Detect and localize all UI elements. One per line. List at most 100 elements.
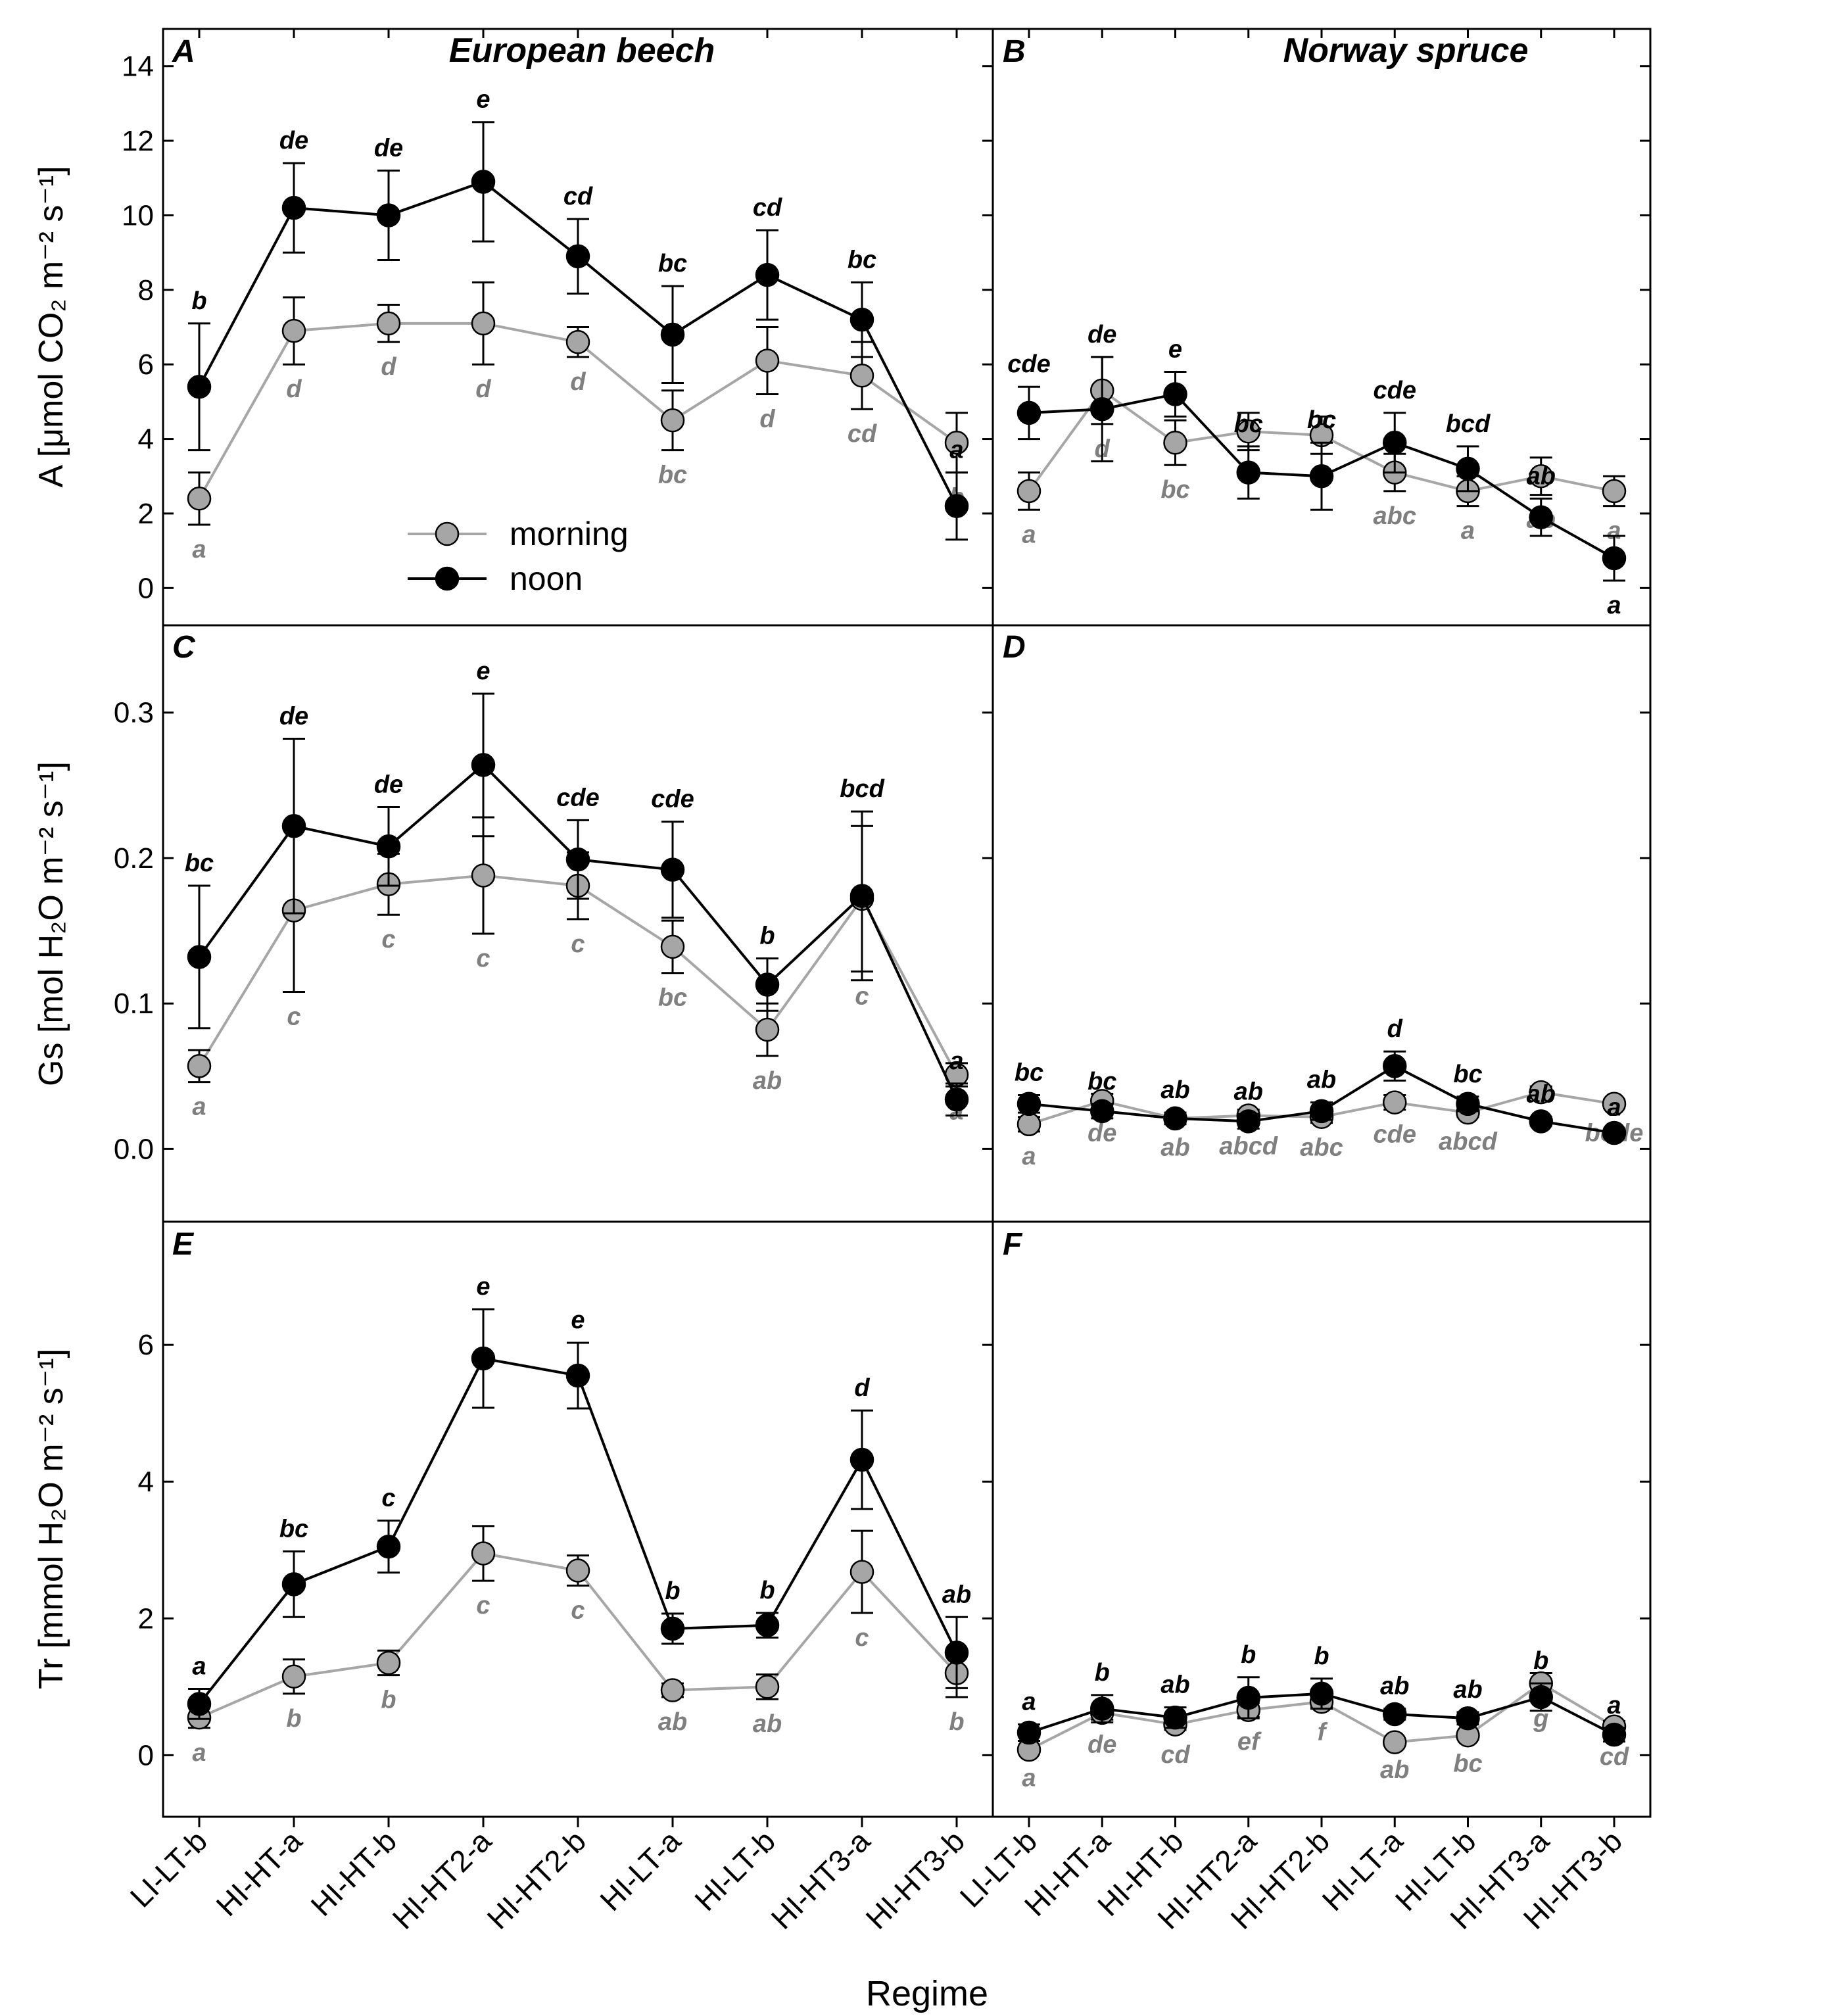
significance-letter-morning: c bbox=[381, 926, 395, 953]
data-point-morning bbox=[1163, 430, 1187, 455]
significance-letter-morning: ab bbox=[658, 1708, 687, 1736]
data-point-morning bbox=[565, 1558, 590, 1583]
significance-letter-morning: cde bbox=[1374, 1121, 1416, 1149]
significance-letter-morning: a bbox=[192, 1093, 206, 1121]
significance-letter-noon: de bbox=[374, 134, 403, 162]
significance-letter-noon: b bbox=[759, 1577, 775, 1604]
data-point-noon bbox=[849, 884, 874, 908]
data-point-noon bbox=[1016, 1092, 1041, 1116]
significance-letter-noon: ab bbox=[1307, 1067, 1336, 1094]
significance-letter-noon: bc bbox=[848, 246, 876, 274]
significance-letter-noon: cde bbox=[1374, 377, 1416, 404]
data-point-noon bbox=[755, 262, 780, 287]
data-point-morning bbox=[660, 1678, 685, 1702]
y-axis-label-gs: Gs [mol H₂O m⁻² s⁻¹] bbox=[32, 761, 70, 1086]
x-tick-label: HI-HT3-b bbox=[859, 1823, 972, 1936]
data-point-noon bbox=[1016, 1720, 1041, 1745]
significance-letter-morning: d bbox=[759, 406, 775, 433]
significance-letter-noon: bc bbox=[1234, 410, 1263, 438]
data-point-noon bbox=[755, 1613, 780, 1637]
data-point-morning bbox=[281, 1664, 306, 1689]
significance-letter-morning: a bbox=[192, 536, 206, 564]
data-point-noon bbox=[944, 1087, 969, 1112]
y-tick-label: 0.0 bbox=[114, 1133, 154, 1165]
data-point-noon bbox=[660, 322, 685, 347]
data-point-noon bbox=[376, 203, 401, 228]
significance-letter-morning: a bbox=[1461, 517, 1475, 545]
significance-letter-noon: bc bbox=[1307, 406, 1336, 434]
data-point-noon bbox=[1529, 1109, 1553, 1134]
significance-letter-noon: bcd bbox=[840, 775, 884, 803]
panel-label-f: F bbox=[1003, 1227, 1023, 1262]
y-tick-label: 14 bbox=[122, 51, 154, 83]
data-point-noon bbox=[471, 1346, 496, 1371]
significance-letter-noon: e bbox=[476, 86, 490, 114]
panel-label-c: C bbox=[172, 630, 196, 665]
significance-letter-noon: d bbox=[1387, 1015, 1403, 1043]
data-point-morning bbox=[660, 934, 685, 959]
data-point-morning bbox=[1383, 1730, 1407, 1754]
significance-letter-noon: b bbox=[1533, 1647, 1548, 1675]
panel-title-a: European beech bbox=[449, 32, 715, 70]
significance-letter-morning: b bbox=[286, 1705, 301, 1733]
y-tick-label: 0.2 bbox=[114, 842, 154, 875]
significance-letter-morning: ab bbox=[1160, 1134, 1189, 1162]
significance-letter-noon: b bbox=[1314, 1643, 1329, 1670]
data-point-noon bbox=[1090, 1696, 1114, 1721]
data-point-morning bbox=[1236, 419, 1260, 444]
data-point-morning bbox=[471, 311, 496, 336]
significance-letter-noon: ab bbox=[1160, 1076, 1189, 1104]
data-point-morning bbox=[187, 487, 212, 511]
data-point-noon bbox=[187, 1692, 212, 1716]
x-axis-label: Regime bbox=[866, 1974, 988, 2013]
data-point-noon bbox=[1309, 1681, 1334, 1706]
significance-letter-noon: cd bbox=[753, 194, 782, 222]
series-line-noon bbox=[198, 1356, 958, 1705]
significance-letter-morning: de bbox=[1088, 1119, 1116, 1147]
data-point-noon bbox=[376, 834, 401, 859]
data-point-noon bbox=[1090, 1099, 1114, 1124]
significance-letter-noon: a bbox=[1607, 1094, 1621, 1122]
significance-letter-noon: b bbox=[665, 1577, 680, 1605]
panel-label-a: A bbox=[172, 34, 195, 69]
data-point-morning bbox=[1529, 464, 1553, 489]
significance-letter-morning: a bbox=[1022, 1143, 1036, 1170]
significance-letter-noon: b bbox=[1241, 1641, 1256, 1669]
panel-frame-row-2 bbox=[162, 624, 1652, 1223]
x-tick-label: HI-LT-a bbox=[593, 1823, 687, 1917]
data-point-noon bbox=[281, 1572, 306, 1596]
significance-letter-morning: a bbox=[1607, 517, 1621, 545]
legend-noon-marker bbox=[435, 566, 460, 591]
data-point-noon bbox=[1163, 382, 1187, 406]
data-point-noon bbox=[660, 857, 685, 882]
significance-letter-noon: bc bbox=[279, 1515, 308, 1543]
data-point-noon bbox=[471, 170, 496, 194]
data-point-noon bbox=[1090, 396, 1114, 421]
x-tick-label: LI-LT-b bbox=[124, 1823, 214, 1913]
significance-letter-noon: a bbox=[1607, 592, 1621, 619]
data-point-morning bbox=[187, 1054, 212, 1078]
data-point-noon bbox=[565, 847, 590, 872]
data-point-noon bbox=[1602, 1722, 1627, 1747]
significance-letter-morning: bc bbox=[658, 462, 687, 489]
data-point-noon bbox=[944, 494, 969, 518]
data-point-noon bbox=[1163, 1705, 1187, 1730]
significance-letter-morning: cd bbox=[1160, 1741, 1190, 1769]
data-point-noon bbox=[1383, 1702, 1407, 1727]
data-point-morning bbox=[565, 329, 590, 354]
data-point-noon bbox=[1456, 1706, 1480, 1731]
significance-letter-noon: ab bbox=[1160, 1671, 1189, 1699]
significance-letter-morning: bc bbox=[658, 984, 687, 1012]
significance-letter-noon: b bbox=[191, 287, 206, 315]
y-tick-label: 12 bbox=[122, 125, 154, 157]
y-tick-label: 8 bbox=[138, 274, 154, 306]
significance-letter-morning: c bbox=[476, 1592, 490, 1620]
data-point-morning bbox=[281, 318, 306, 343]
data-point-noon bbox=[1163, 1106, 1187, 1131]
x-tick-label: HI-HT2-a bbox=[386, 1823, 498, 1936]
significance-letter-noon: ab bbox=[1453, 1676, 1482, 1704]
y-tick-label: 4 bbox=[138, 1466, 154, 1498]
significance-letter-noon: d bbox=[854, 1374, 870, 1402]
y-tick-label: 2 bbox=[138, 498, 154, 530]
